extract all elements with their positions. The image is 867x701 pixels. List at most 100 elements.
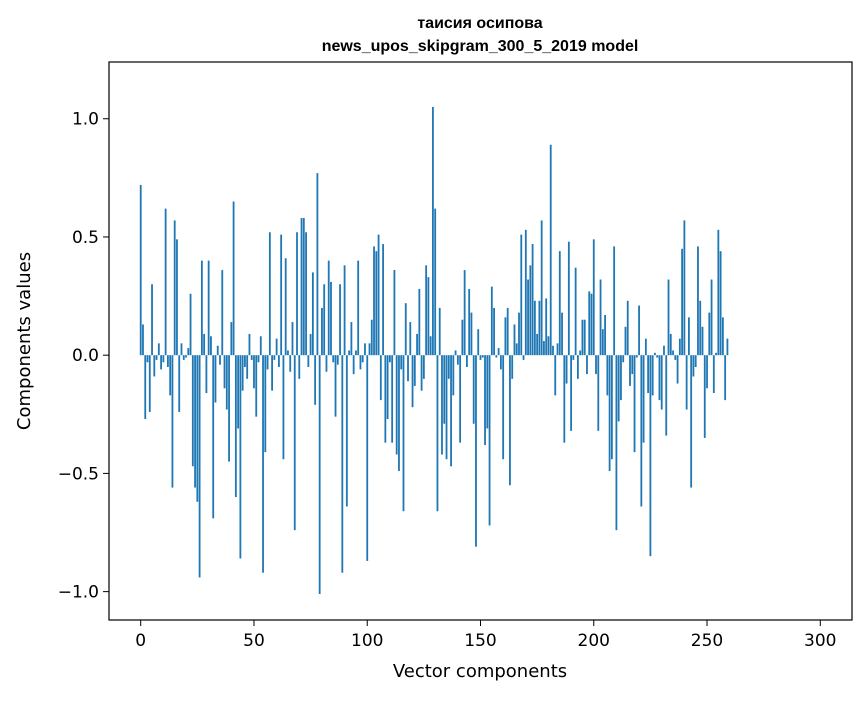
- bar-145: [468, 288, 471, 356]
- bar-172: [529, 265, 532, 356]
- bar-126: [425, 265, 428, 356]
- bar-46: [244, 355, 246, 368]
- bar-201: [595, 355, 597, 375]
- bar-22: [189, 293, 192, 356]
- bar-133: [441, 355, 443, 455]
- bar-91: [345, 355, 348, 507]
- bar-116: [402, 355, 405, 512]
- bar-41: [232, 201, 235, 356]
- bar-211: [617, 355, 620, 422]
- bar-239: [681, 248, 684, 356]
- x-tick-label-5: 250: [691, 631, 723, 651]
- ticks-group: 0 50 100 150 200 250 300 −1.0 −0.5 0.0 0.5 1.0: [58, 110, 837, 651]
- bar-235: [672, 350, 674, 356]
- bar-33: [214, 355, 217, 403]
- bar-118: [407, 355, 409, 382]
- bar-3: [146, 355, 149, 363]
- bar-155: [490, 286, 493, 356]
- bar-98: [361, 355, 364, 363]
- bar-39: [228, 355, 230, 462]
- bar-209: [613, 246, 616, 356]
- bar-144: [466, 355, 468, 368]
- bar-190: [570, 355, 573, 431]
- bar-115: [400, 355, 403, 370]
- bar-90: [343, 265, 346, 356]
- bar-225: [649, 355, 652, 557]
- bar-150: [479, 355, 482, 360]
- bar-254: [715, 352, 717, 356]
- bar-128: [429, 336, 432, 356]
- bar-1: [142, 324, 144, 356]
- bar-69: [296, 232, 298, 356]
- bar-196: [583, 319, 586, 356]
- y-tick-label-0: −1.0: [58, 583, 99, 603]
- bar-14: [171, 355, 174, 488]
- bar-92: [348, 350, 351, 356]
- bar-47: [246, 355, 249, 379]
- bar-15: [173, 220, 176, 356]
- bar-138: [452, 355, 455, 396]
- bar-204: [601, 329, 604, 356]
- bar-165: [513, 324, 516, 356]
- bar-78: [316, 173, 319, 356]
- bar-55: [264, 355, 267, 453]
- bar-85: [332, 355, 335, 363]
- bar-43: [237, 355, 240, 429]
- bar-192: [574, 267, 577, 356]
- bar-11: [164, 208, 167, 356]
- bar-194: [579, 350, 582, 356]
- bar-32: [212, 355, 215, 519]
- bar-187: [563, 355, 566, 443]
- bar-151: [481, 355, 484, 358]
- bar-166: [515, 343, 518, 356]
- bar-200: [592, 239, 595, 356]
- bar-185: [558, 251, 561, 356]
- bar-216: [629, 355, 631, 386]
- bar-210: [615, 355, 618, 531]
- bar-141: [459, 355, 462, 443]
- bar-203: [599, 279, 602, 356]
- bar-223: [644, 338, 647, 356]
- bar-221: [640, 355, 643, 507]
- bar-218: [633, 355, 636, 453]
- bar-169: [522, 355, 525, 360]
- bar-50: [253, 355, 255, 389]
- bar-12: [166, 355, 169, 368]
- bar-52: [257, 355, 260, 363]
- bar-76: [311, 272, 314, 356]
- x-tick-label-6: 300: [804, 631, 836, 651]
- bar-252: [710, 279, 713, 356]
- plot-frame: [108, 61, 853, 621]
- bar-242: [688, 317, 690, 356]
- bar-247: [699, 300, 702, 356]
- bar-80: [321, 307, 323, 356]
- bar-6: [153, 355, 156, 377]
- bar-179: [545, 298, 548, 356]
- bar-189: [567, 241, 570, 356]
- bar-93: [350, 322, 353, 356]
- bar-2: [144, 355, 147, 420]
- bar-220: [638, 305, 640, 356]
- bar-63: [282, 355, 285, 460]
- bar-21: [187, 348, 190, 356]
- bar-127: [427, 277, 430, 356]
- bar-257: [721, 317, 724, 356]
- bar-56: [266, 355, 269, 370]
- x-tick-label-1: 50: [243, 631, 265, 651]
- bar-152: [484, 355, 486, 446]
- bar-213: [622, 355, 625, 363]
- chart-title-line1: таисия осипова: [417, 15, 542, 32]
- bar-256: [719, 251, 722, 356]
- bar-246: [697, 246, 699, 356]
- bar-132: [438, 307, 441, 356]
- bar-105: [377, 234, 380, 356]
- bar-164: [511, 355, 514, 379]
- bar-53: [259, 336, 262, 356]
- bar-233: [667, 279, 670, 356]
- bar-250: [706, 355, 708, 389]
- bar-226: [651, 355, 654, 396]
- bar-238: [678, 338, 681, 356]
- bar-71: [300, 218, 303, 356]
- bar-89: [341, 355, 344, 573]
